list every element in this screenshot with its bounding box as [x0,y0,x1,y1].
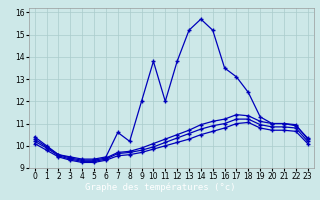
Text: Graphe des températures (°c): Graphe des températures (°c) [85,182,235,192]
